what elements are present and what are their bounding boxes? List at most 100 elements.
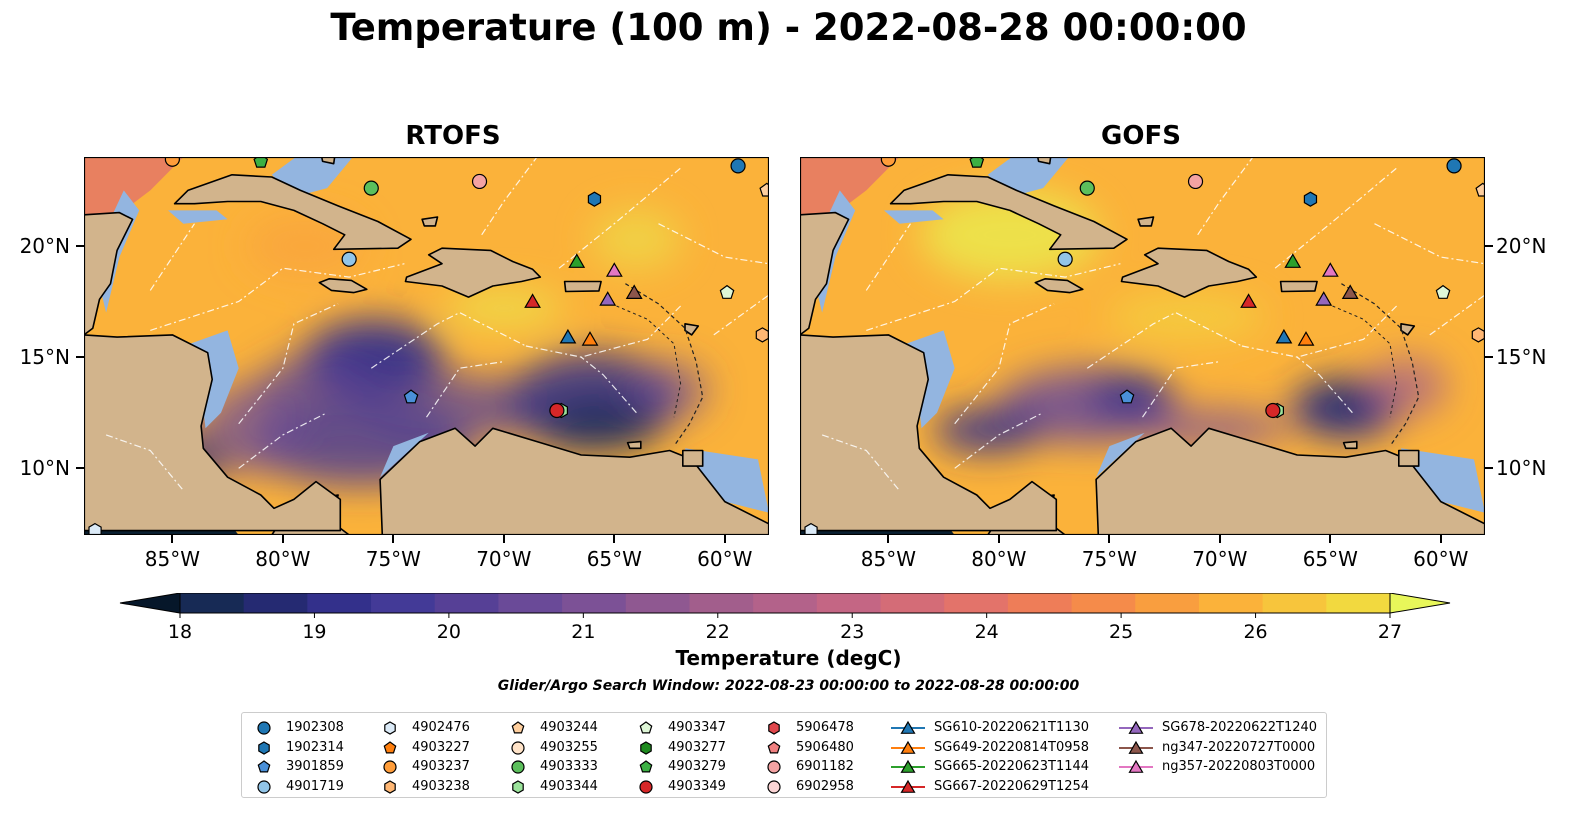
legend-marker-icon (383, 740, 397, 753)
antilles-isobath (625, 283, 704, 447)
legend-marker-icon (891, 740, 925, 754)
obs-1902308 (1446, 158, 1462, 174)
legend-label: SG665-20220623T1144 (934, 759, 1090, 774)
legend-marker-icon (257, 721, 271, 735)
legend-marker-icon (383, 760, 397, 774)
legend-marker (511, 740, 525, 755)
antilles-isobath (616, 305, 682, 418)
legend-label: 4903347 (668, 720, 726, 735)
colorbar-tick-label: 23 (840, 621, 864, 643)
colorbar-tick-label: 22 (706, 621, 730, 643)
legend-label: 4903244 (540, 720, 598, 735)
legend-marker (767, 760, 781, 774)
obs-4903349 (1265, 402, 1281, 419)
temperature-anomalies (919, 189, 1448, 453)
colorbar-segment (1071, 593, 1136, 613)
shallow-shelf (884, 210, 944, 224)
eez-boundary (866, 263, 1121, 331)
legend-label: 4903277 (668, 739, 726, 755)
legend-marker-icon (891, 779, 925, 793)
colorbar-segment (944, 593, 1009, 613)
eez-boundary (370, 311, 527, 369)
land-trinidad (681, 449, 704, 467)
obs-SG610-20220621T1130 (559, 328, 577, 344)
temperature-eddy (1106, 292, 1267, 343)
lat-tick-mark (76, 467, 84, 470)
lon-tick-mark (171, 535, 174, 543)
eez-boundary (238, 303, 339, 425)
legend-marker-icon (384, 721, 396, 735)
legend-marker (511, 721, 525, 734)
land-cuba (889, 173, 1128, 251)
obs-4901719 (1057, 251, 1073, 267)
legend-label: 4903333 (540, 759, 598, 774)
obs-1902308 (730, 158, 746, 174)
legend-marker (900, 759, 916, 773)
land-cuba (173, 173, 412, 251)
legend-marker-icon (511, 760, 525, 774)
obs-SG678-20220622T1240 (599, 291, 617, 306)
legend-marker (257, 779, 271, 794)
legend-label: 4903238 (412, 778, 470, 794)
lon-tick-label: 85°W (144, 547, 200, 571)
lon-tick-mark (887, 535, 890, 543)
colorbar-tick-label: 19 (302, 621, 326, 643)
legend-label: 6901182 (796, 759, 854, 774)
shallow-shelf (380, 432, 429, 478)
obs-ng357-20220803T0000 (605, 262, 623, 277)
legend-marker-icon (384, 779, 396, 794)
legend-label: 4903279 (668, 759, 726, 774)
obs-6901182 (1187, 173, 1204, 190)
gulf-of-mexico (800, 157, 900, 269)
eez-boundary (1429, 294, 1485, 336)
land-honduras-coast (84, 334, 342, 532)
obs-1902314 (587, 191, 602, 207)
eez-boundary (865, 223, 912, 291)
legend-marker-icon (639, 760, 653, 773)
lat-tick-label: 20°N (19, 233, 70, 258)
legend-marker-icon (1119, 759, 1153, 773)
eez-boundary (1241, 305, 1398, 358)
eez-boundary (149, 223, 196, 291)
legend-label: 3901859 (286, 759, 344, 774)
legend-marker (639, 721, 653, 734)
shallow-shelf (168, 210, 228, 224)
legend-marker (900, 779, 916, 793)
lon-tick-label: 75°W (1081, 547, 1137, 571)
legend-marker-icon (767, 760, 781, 774)
obs-ng347-20220727T0000 (1341, 284, 1359, 299)
eez-boundary (821, 434, 900, 491)
legend-marker (639, 760, 653, 773)
legend-label: SG610-20220621T1130 (934, 720, 1090, 735)
lat-tick-label: 20°N (1496, 233, 1547, 258)
land-guadeloupe (684, 323, 700, 336)
colorbar-tick-label: 27 (1378, 621, 1402, 643)
colorbar-segment (689, 593, 754, 613)
legend-marker-icon (512, 779, 524, 794)
antilles-isobath (1341, 283, 1420, 447)
colorbar-tick-label: 21 (571, 621, 595, 643)
eez-boundary (1197, 157, 1254, 236)
obs-ng357-20220803T0000 (1321, 262, 1339, 277)
antilles-isobath (1332, 305, 1398, 418)
legend-marker (384, 779, 396, 794)
lat-tick-mark (1485, 244, 1493, 247)
temperature-eddy (591, 209, 682, 270)
legend-label: 5906480 (796, 739, 854, 755)
colorbar-segment (816, 593, 882, 613)
legend-label: 4903349 (668, 778, 726, 794)
legend-marker-icon (511, 740, 525, 755)
colorbar: 18 19 20 21 22 23 24 25 26 27 (119, 593, 1451, 643)
legend-marker-icon (767, 779, 781, 794)
land-hispaniola (1120, 247, 1258, 298)
map-frame (800, 157, 1485, 535)
obs-4903279 (969, 157, 985, 168)
legend-marker (639, 779, 653, 794)
legend-marker-icon (1119, 720, 1153, 734)
lon-tick-label: 80°W (255, 547, 311, 571)
land-yucatan (84, 211, 134, 336)
eez-boundary (105, 434, 184, 491)
colorbar-tick-label: 24 (975, 621, 999, 643)
obs-4903349 (549, 402, 565, 419)
eez-boundary (558, 167, 681, 269)
